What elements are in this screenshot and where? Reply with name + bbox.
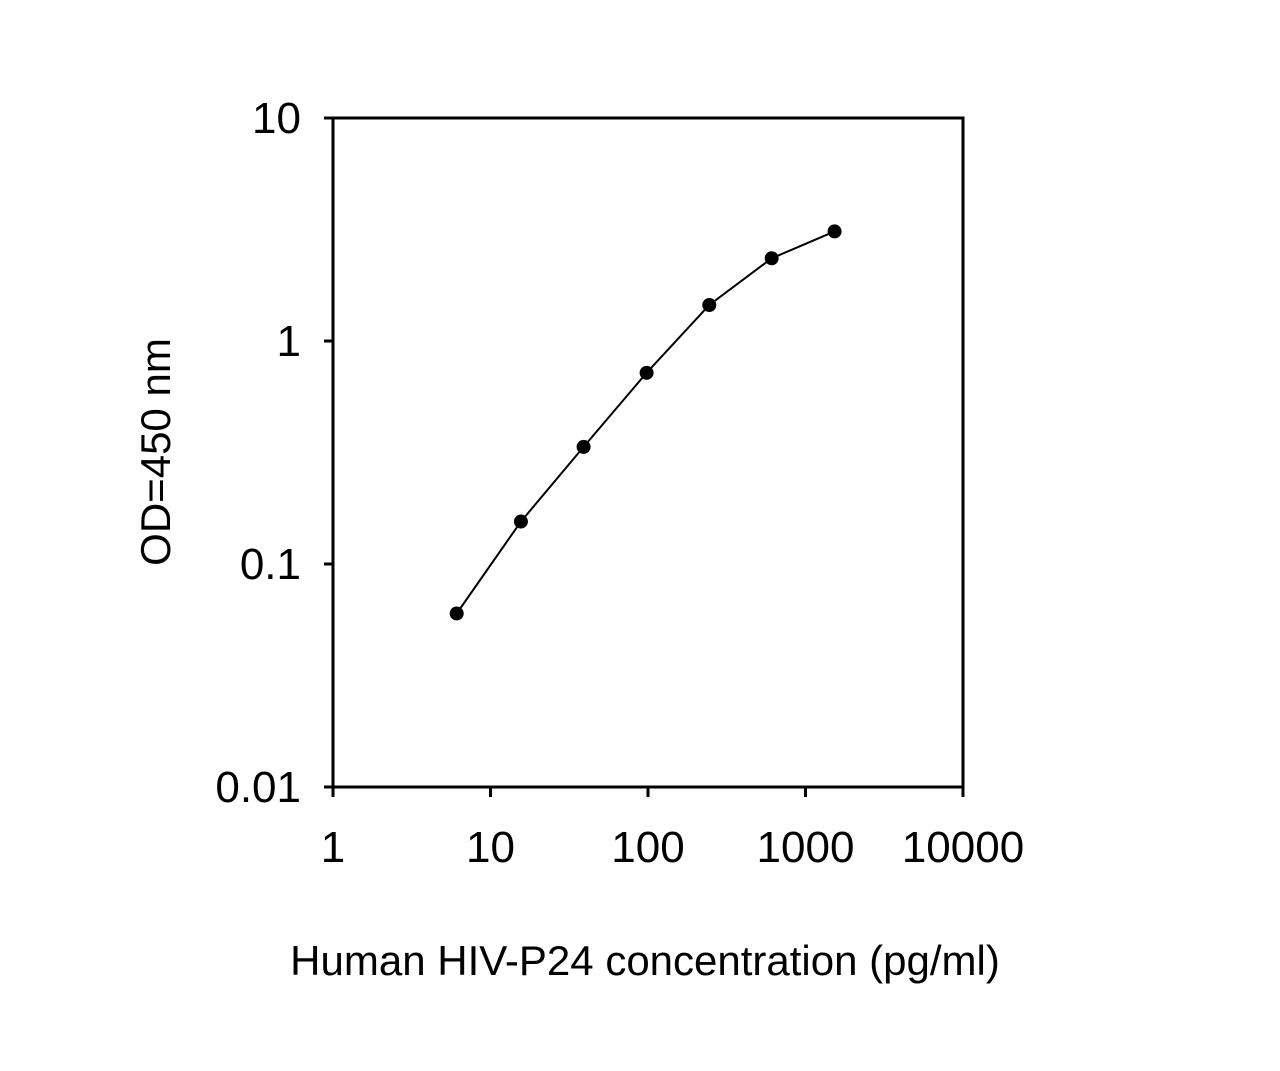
y-tick-label: 10 — [252, 94, 301, 143]
data-point — [702, 298, 717, 313]
series-layer — [449, 224, 842, 621]
plot-frame — [331, 116, 965, 789]
y-axis-ticks: 0.01 0.1 1 10 — [215, 94, 333, 812]
x-tick-label: 1000 — [757, 823, 855, 872]
data-point — [513, 514, 528, 529]
x-tick-label: 100 — [611, 823, 684, 872]
data-point — [764, 251, 779, 266]
plot-border — [331, 116, 965, 789]
y-tick-label: 0.01 — [215, 763, 301, 812]
x-axis-title: Human HIV-P24 concentration (pg/ml) — [290, 937, 1000, 984]
x-tick-label: 1 — [321, 823, 345, 872]
series-line — [455, 230, 835, 615]
x-tick-label: 10000 — [902, 823, 1024, 872]
data-point — [576, 439, 591, 454]
x-tick-label: 10 — [466, 823, 515, 872]
data-point — [639, 365, 654, 380]
y-axis-title: OD=450 nm — [132, 338, 179, 566]
data-point — [827, 224, 842, 239]
data-point — [449, 606, 464, 621]
y-tick-label: 0.1 — [240, 540, 301, 589]
x-axis-ticks: 1 10 100 1000 10000 — [321, 787, 1024, 872]
y-tick-label: 1 — [277, 317, 301, 366]
